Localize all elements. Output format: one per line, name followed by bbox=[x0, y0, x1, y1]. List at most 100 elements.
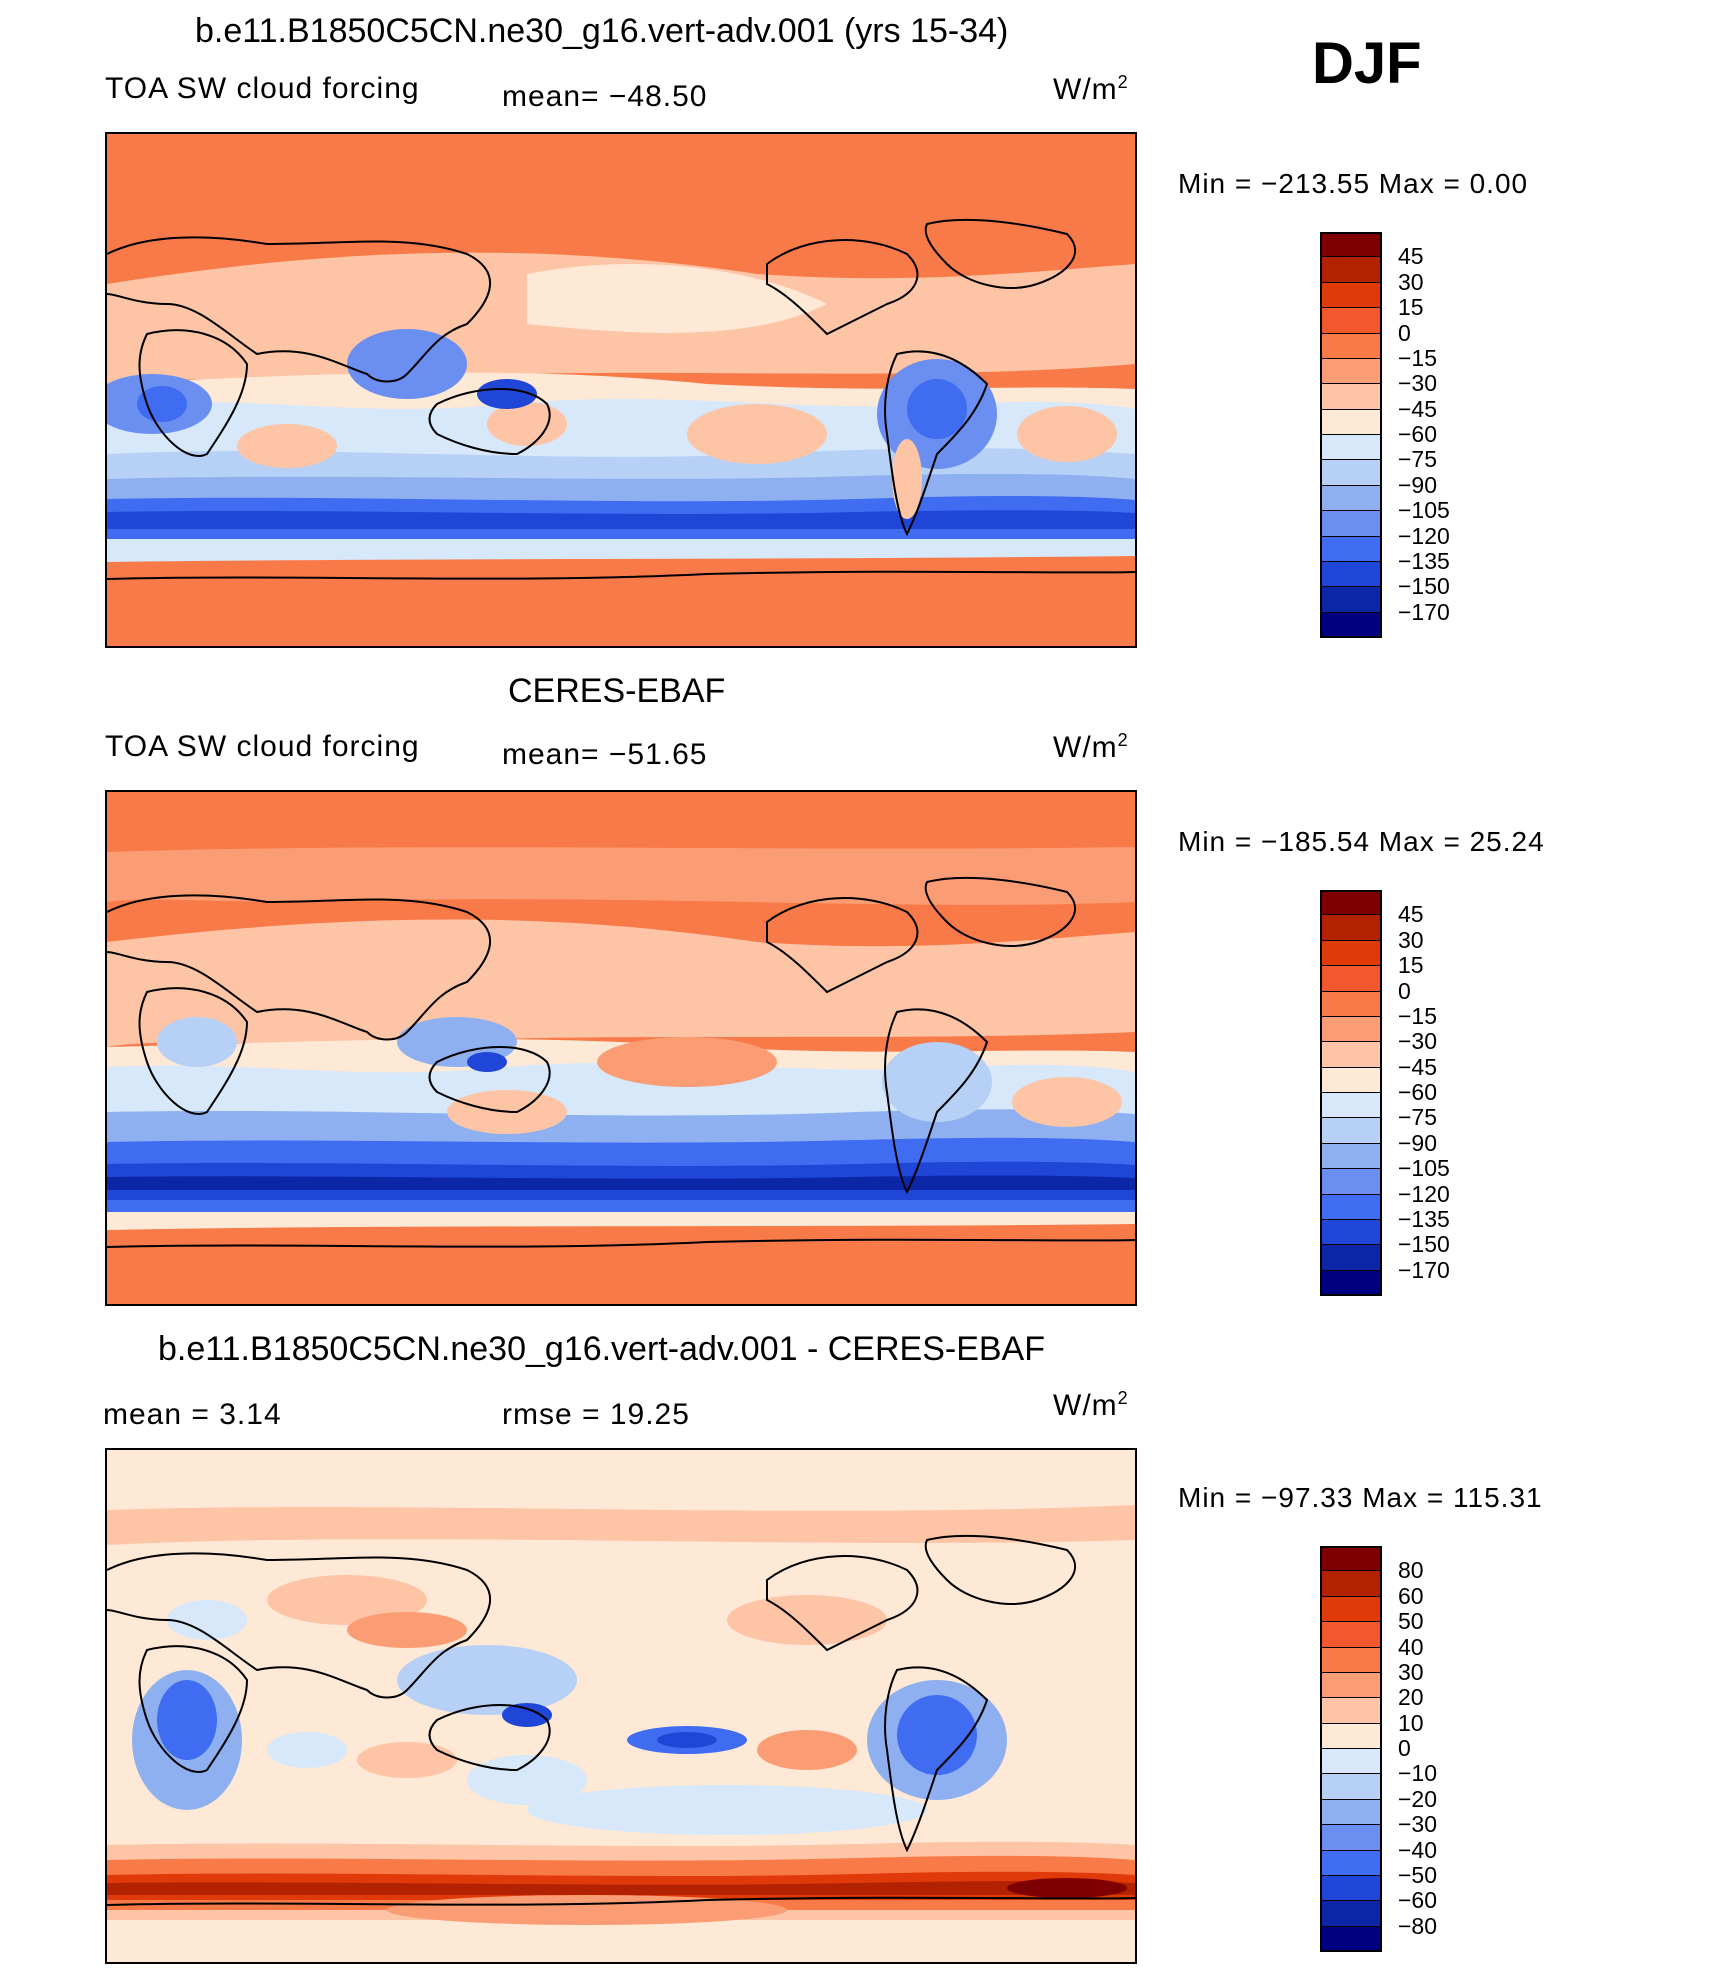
colorbar-swatch bbox=[1320, 966, 1382, 992]
colorbar-tick-label: −30 bbox=[1398, 1028, 1438, 1055]
colorbar-swatch bbox=[1320, 1016, 1382, 1043]
colorbar-swatch bbox=[1320, 1067, 1382, 1093]
colorbar-swatch bbox=[1320, 384, 1382, 410]
colorbar-tick-label: 15 bbox=[1398, 294, 1424, 321]
colorbar-swatch bbox=[1320, 561, 1382, 588]
panel1-units-label: W/m2 bbox=[1053, 72, 1129, 106]
colorbar-swatch bbox=[1320, 1194, 1382, 1220]
colorbar-swatch bbox=[1320, 1245, 1382, 1271]
colorbar-tick-label: −170 bbox=[1398, 1256, 1450, 1283]
colorbar-swatch bbox=[1320, 1622, 1382, 1648]
colorbar-swatch bbox=[1320, 308, 1382, 334]
colorbar-tick-label: −135 bbox=[1398, 1205, 1450, 1232]
colorbar-swatch bbox=[1320, 1596, 1382, 1623]
colorbar-tick-label: 10 bbox=[1398, 1709, 1424, 1736]
colorbar-swatch bbox=[1320, 587, 1382, 613]
colorbar-tick-label: −150 bbox=[1398, 573, 1450, 600]
panel3-map bbox=[105, 1448, 1137, 1964]
panel1-mean-label: mean= −48.50 bbox=[502, 80, 708, 113]
colorbar-swatch bbox=[1320, 1093, 1382, 1119]
colorbar-swatch bbox=[1320, 435, 1382, 461]
colorbar-frame bbox=[1320, 890, 1382, 1296]
panel1-colorbar: 45 30 15 0 −15 −30 −45 −60 −75 −90 −105 −120 −135 −15… bbox=[1320, 232, 1450, 638]
colorbar-tick-label: −30 bbox=[1398, 370, 1438, 397]
colorbar-swatch bbox=[1320, 890, 1382, 916]
colorbar-tick-label: −40 bbox=[1398, 1836, 1438, 1863]
colorbar-swatch bbox=[1320, 282, 1382, 309]
panel1-title: b.e11.B1850C5CN.ne30_g16.vert-adv.001 (y… bbox=[195, 12, 1009, 50]
colorbar-tick-label: 45 bbox=[1398, 243, 1424, 270]
season-label: DJF bbox=[1312, 31, 1422, 96]
colorbar-tick-label: 15 bbox=[1398, 952, 1424, 979]
colorbar-tick-label: 40 bbox=[1398, 1633, 1424, 1660]
colorbar-swatch bbox=[1320, 1571, 1382, 1597]
colorbar-tick-label: 45 bbox=[1398, 901, 1424, 928]
colorbar-tick-label: −120 bbox=[1398, 1180, 1450, 1207]
colorbar-tick-label: −15 bbox=[1398, 344, 1438, 371]
panel1-map bbox=[105, 132, 1137, 648]
colorbar-tick-label: 20 bbox=[1398, 1684, 1424, 1711]
colorbar-swatch bbox=[1320, 1169, 1382, 1195]
colorbar-tick-label: 80 bbox=[1398, 1557, 1424, 1584]
panel2-mean-label: mean= −51.65 bbox=[502, 738, 708, 771]
panel3-map-svg bbox=[107, 1450, 1135, 1962]
colorbar-swatch bbox=[1320, 1901, 1382, 1927]
panel2-title: CERES-EBAF bbox=[508, 672, 726, 710]
colorbar-tick-label: −45 bbox=[1398, 395, 1438, 422]
panel1-field-label: TOA SW cloud forcing bbox=[105, 72, 420, 105]
colorbar-tick-label: −45 bbox=[1398, 1053, 1438, 1080]
panel2-units-label: W/m2 bbox=[1053, 730, 1129, 764]
colorbar-swatch bbox=[1320, 991, 1382, 1017]
panel3-min-max: Min = −97.33 Max = 115.31 bbox=[1178, 1482, 1543, 1513]
colorbar-swatch bbox=[1320, 1546, 1382, 1572]
colorbar-swatch bbox=[1320, 333, 1382, 359]
colorbar-swatch bbox=[1320, 1850, 1382, 1876]
colorbar-swatch bbox=[1320, 940, 1382, 967]
colorbar-swatch bbox=[1320, 1799, 1382, 1826]
colorbar-swatch bbox=[1320, 1270, 1382, 1296]
panel3-units-label: W/m2 bbox=[1053, 1388, 1129, 1422]
panel2-field-label: TOA SW cloud forcing bbox=[105, 730, 420, 763]
colorbar-tick-label: −80 bbox=[1398, 1912, 1438, 1939]
colorbar-swatch bbox=[1320, 460, 1382, 486]
colorbar-tick-label: −90 bbox=[1398, 1129, 1438, 1156]
panel3-colorbar: 80 60 50 40 30 20 10 0 −10 −20 −30 −40 −50 −60 −80 bbox=[1320, 1546, 1437, 1952]
colorbar-tick-label: 0 bbox=[1398, 319, 1411, 346]
panel2-min-max: Min = −185.54 Max = 25.24 bbox=[1178, 826, 1545, 857]
colorbar-frame bbox=[1320, 1546, 1382, 1952]
colorbar-tick-label: −15 bbox=[1398, 1002, 1438, 1029]
colorbar-swatch bbox=[1320, 1219, 1382, 1246]
colorbar-swatch bbox=[1320, 1042, 1382, 1068]
colorbar-swatch bbox=[1320, 511, 1382, 537]
colorbar-tick-label: 0 bbox=[1398, 1735, 1411, 1761]
colorbar-swatch bbox=[1320, 1143, 1382, 1170]
colorbar-swatch bbox=[1320, 358, 1382, 385]
colorbar-swatch bbox=[1320, 1926, 1382, 1952]
colorbar-swatch bbox=[1320, 536, 1382, 562]
colorbar-swatch bbox=[1320, 1118, 1382, 1144]
colorbar-swatch bbox=[1320, 409, 1382, 435]
colorbar-tick-label: −120 bbox=[1398, 522, 1450, 549]
colorbar-tick-label: −60 bbox=[1398, 421, 1438, 447]
panel3-title: b.e11.B1850C5CN.ne30_g16.vert-adv.001 - … bbox=[158, 1330, 1046, 1368]
colorbar-swatch bbox=[1320, 232, 1382, 258]
colorbar-tick-label: 60 bbox=[1398, 1582, 1424, 1609]
colorbar-swatch bbox=[1320, 257, 1382, 283]
colorbar-swatch bbox=[1320, 1672, 1382, 1699]
colorbar-swatch bbox=[1320, 1647, 1382, 1673]
colorbar-tick-label: 0 bbox=[1398, 977, 1411, 1004]
colorbar-tick-label: 30 bbox=[1398, 926, 1424, 953]
colorbar-swatch bbox=[1320, 1875, 1382, 1902]
colorbar-swatch bbox=[1320, 1723, 1382, 1749]
colorbar-tick-label: −60 bbox=[1398, 1887, 1438, 1914]
colorbar-tick-label: −90 bbox=[1398, 471, 1438, 498]
colorbar-tick-label: −50 bbox=[1398, 1861, 1438, 1888]
colorbar-tick-label: −105 bbox=[1398, 497, 1450, 524]
panel2-colorbar: 45 30 15 0 −15 −30 −45 −60 −75 −90 −105 −120 −135 −15… bbox=[1320, 890, 1450, 1296]
colorbar-tick-label: −150 bbox=[1398, 1231, 1450, 1258]
colorbar-swatch bbox=[1320, 1774, 1382, 1800]
colorbar-swatch bbox=[1320, 1749, 1382, 1775]
colorbar-frame bbox=[1320, 232, 1382, 638]
panel3-rmse-label: rmse = 19.25 bbox=[502, 1398, 690, 1431]
panel3-mean-label: mean = 3.14 bbox=[103, 1398, 282, 1431]
